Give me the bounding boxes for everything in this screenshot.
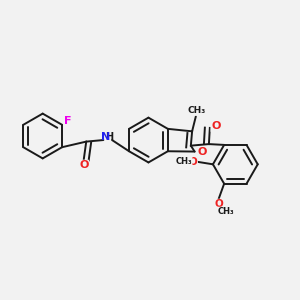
- Text: H: H: [105, 132, 113, 142]
- Text: O: O: [79, 160, 88, 170]
- Text: O: O: [211, 122, 220, 131]
- Text: N: N: [100, 132, 110, 142]
- Text: O: O: [197, 148, 206, 158]
- Text: CH₃: CH₃: [176, 157, 192, 166]
- Text: O: O: [214, 199, 223, 209]
- Text: CH₃: CH₃: [218, 207, 234, 216]
- Text: O: O: [189, 157, 197, 166]
- Text: F: F: [64, 116, 71, 126]
- Text: CH₃: CH₃: [187, 106, 205, 115]
